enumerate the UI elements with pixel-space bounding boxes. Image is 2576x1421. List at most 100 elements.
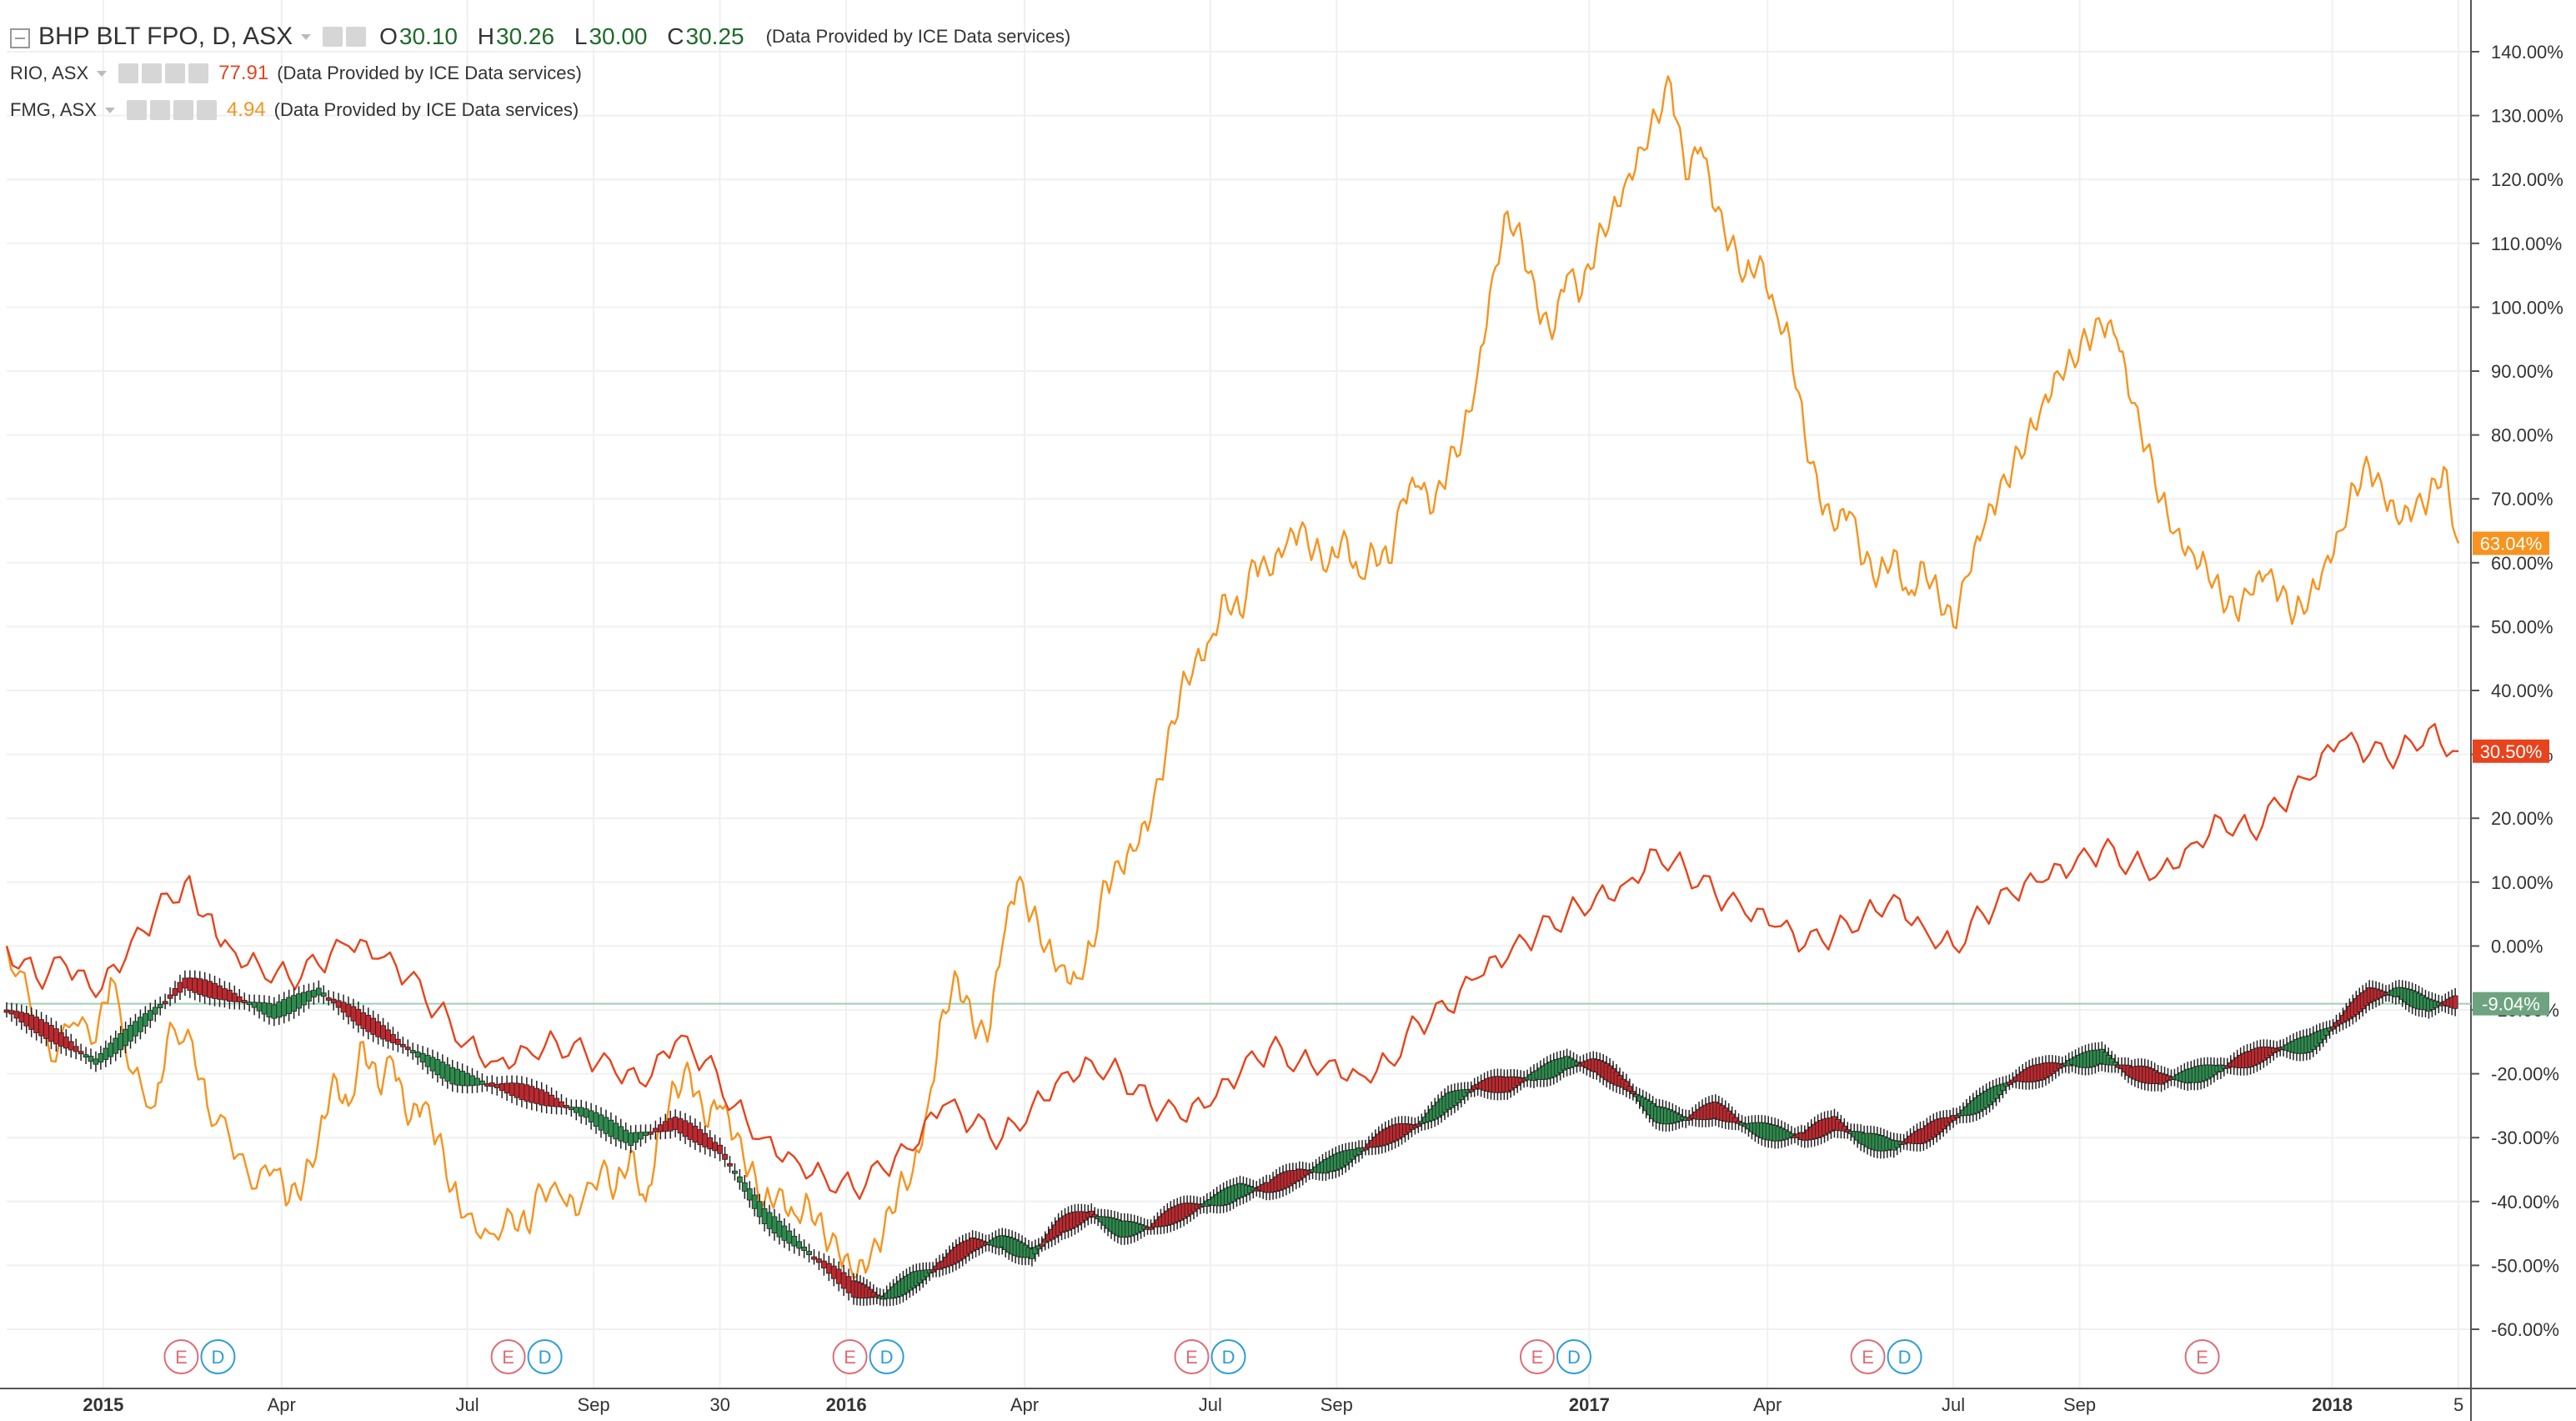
earnings-icon — [1850, 1339, 1886, 1374]
provider-note: (Data Provided by ICE Data services) — [765, 26, 1071, 47]
x-tick-label: 5 — [2453, 1394, 2463, 1415]
candle — [226, 989, 233, 1002]
candle — [825, 1263, 832, 1274]
chevron-down-icon[interactable] — [97, 70, 108, 77]
chevron-down-icon[interactable] — [104, 107, 115, 113]
collapse-icon[interactable] — [10, 28, 30, 48]
earnings-icon — [490, 1339, 526, 1374]
eye-icon[interactable] — [126, 100, 147, 120]
rio-symbol-label[interactable]: RIO, ASX — [10, 63, 89, 83]
x-tick-label: Apr — [268, 1394, 296, 1415]
event-label: D — [1567, 1347, 1581, 1368]
candle — [628, 1132, 634, 1146]
candle — [83, 1054, 89, 1058]
gear-icon[interactable] — [149, 100, 170, 120]
last-value-label: 30.50% — [2473, 739, 2549, 763]
gear-icon[interactable] — [346, 27, 367, 47]
candle — [103, 1047, 109, 1060]
candle — [603, 1117, 609, 1134]
high-label: H — [477, 23, 494, 49]
series-rio — [5, 723, 2459, 1200]
candle — [697, 1129, 704, 1146]
candle — [563, 1105, 569, 1108]
candle — [1630, 1091, 1636, 1094]
candle — [618, 1126, 624, 1142]
chevron-down-icon[interactable] — [301, 33, 312, 40]
earnings-icon — [1519, 1339, 1555, 1374]
candle — [781, 1225, 788, 1241]
event-label: D — [880, 1347, 894, 1368]
candle — [231, 992, 238, 1002]
y-tick-label: 90.00% — [2491, 361, 2553, 382]
candle — [816, 1258, 822, 1263]
plus-icon[interactable] — [173, 100, 193, 120]
candle — [464, 1072, 470, 1087]
candle — [712, 1142, 719, 1152]
candle — [58, 1032, 64, 1047]
candle — [648, 1131, 654, 1135]
candle — [1732, 1117, 1739, 1123]
candle — [23, 1012, 30, 1027]
candle — [751, 1194, 758, 1209]
main-symbol-label[interactable]: BHP BLT FPO, D, ASX — [38, 23, 293, 50]
dividend-icon — [1887, 1339, 1922, 1374]
x-tick-label: 2018 — [2312, 1394, 2353, 1415]
candle — [2323, 1028, 2330, 1036]
candle — [261, 1002, 268, 1015]
candle — [276, 1002, 283, 1018]
eye-icon[interactable] — [118, 63, 139, 83]
candle — [271, 1004, 278, 1019]
candle — [118, 1033, 124, 1051]
candle — [246, 1002, 253, 1006]
plus-icon[interactable] — [165, 63, 186, 83]
x-tick-label: 2015 — [83, 1394, 123, 1415]
candle — [212, 982, 218, 999]
candle — [2006, 1082, 2012, 1085]
candle — [53, 1028, 59, 1045]
candle — [692, 1126, 699, 1143]
candle — [286, 997, 293, 1014]
event-label: E — [1531, 1347, 1544, 1368]
comparison-legend-rio: RIO, ASX 77.91 (Data Provided by ICE Dat… — [10, 55, 1070, 92]
last-value-badge — [2473, 992, 2549, 1016]
candle — [108, 1042, 114, 1057]
eye-icon[interactable] — [323, 27, 343, 47]
last-value-text: 63.04% — [2480, 534, 2543, 555]
candle — [835, 1268, 842, 1284]
candle — [177, 982, 183, 993]
event-label: D — [211, 1347, 224, 1368]
last-value-badge — [2473, 739, 2549, 763]
candle — [152, 1007, 158, 1015]
candle — [494, 1083, 500, 1088]
candle — [222, 988, 228, 1001]
candle — [638, 1132, 644, 1140]
candle — [1032, 1247, 1039, 1255]
last-value-badge — [2473, 531, 2549, 555]
comparison-legend-fmg: FMG, ASX 4.94 (Data Provided by ICE Data… — [10, 92, 1070, 128]
close-icon[interactable] — [196, 100, 217, 120]
fmg-symbol-label[interactable]: FMG, ASX — [10, 99, 97, 120]
provider-note: (Data Provided by ICE Data services) — [273, 99, 579, 120]
candle — [573, 1107, 579, 1113]
candle — [187, 977, 193, 992]
event-label: E — [2196, 1347, 2208, 1368]
legend: BHP BLT FPO, D, ASX O30.10 H30.26 L30.00… — [10, 18, 1070, 128]
candle — [544, 1092, 550, 1107]
candle — [672, 1117, 679, 1130]
x-tick-label: Jul — [1942, 1394, 1965, 1415]
gear-icon[interactable] — [142, 63, 163, 83]
candle — [1148, 1226, 1154, 1230]
dividend-icon — [200, 1339, 236, 1374]
candle — [128, 1025, 133, 1042]
candle — [524, 1084, 530, 1102]
event-markers[interactable]: E — [2184, 1339, 2220, 1374]
candle — [578, 1107, 584, 1117]
close-icon[interactable] — [188, 63, 209, 83]
